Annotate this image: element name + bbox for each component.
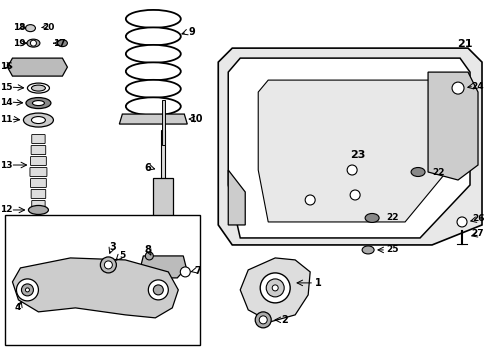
Circle shape	[104, 261, 112, 269]
Circle shape	[153, 285, 163, 295]
Polygon shape	[7, 58, 67, 76]
Circle shape	[265, 279, 284, 297]
Circle shape	[451, 82, 463, 94]
Ellipse shape	[410, 167, 424, 176]
Text: 21: 21	[456, 39, 472, 49]
Ellipse shape	[27, 83, 49, 93]
FancyBboxPatch shape	[30, 157, 46, 166]
Ellipse shape	[27, 39, 40, 47]
Text: 15: 15	[0, 82, 13, 91]
Ellipse shape	[125, 97, 181, 115]
Circle shape	[456, 217, 466, 227]
Circle shape	[259, 316, 266, 324]
Circle shape	[30, 40, 37, 46]
FancyBboxPatch shape	[32, 201, 45, 210]
Bar	[5, 215, 200, 345]
FancyBboxPatch shape	[32, 135, 45, 144]
Polygon shape	[228, 170, 245, 225]
Circle shape	[180, 267, 190, 277]
Circle shape	[349, 190, 359, 200]
Polygon shape	[12, 258, 178, 318]
Ellipse shape	[28, 206, 48, 215]
Text: 12: 12	[0, 206, 13, 215]
Ellipse shape	[26, 98, 51, 109]
Polygon shape	[119, 114, 187, 124]
Circle shape	[145, 252, 153, 260]
Circle shape	[17, 279, 39, 301]
Circle shape	[255, 312, 271, 328]
Polygon shape	[240, 258, 309, 322]
Text: 1: 1	[314, 278, 321, 288]
Ellipse shape	[125, 45, 181, 63]
Ellipse shape	[23, 113, 53, 127]
Circle shape	[346, 165, 356, 175]
Polygon shape	[258, 80, 447, 222]
Text: 3: 3	[109, 242, 116, 252]
Ellipse shape	[25, 24, 35, 32]
Text: 25: 25	[385, 246, 398, 255]
Text: 26: 26	[471, 215, 483, 224]
Text: 4: 4	[14, 303, 20, 312]
Text: 8: 8	[143, 245, 150, 255]
Text: 20: 20	[42, 23, 55, 32]
Circle shape	[100, 257, 116, 273]
Text: 9: 9	[188, 27, 195, 37]
Ellipse shape	[57, 40, 67, 47]
Polygon shape	[427, 72, 477, 180]
Bar	[161, 130, 165, 200]
Text: 10: 10	[189, 114, 203, 124]
Ellipse shape	[125, 80, 181, 98]
Text: 23: 23	[350, 150, 365, 160]
Text: 24: 24	[471, 82, 483, 91]
Text: 22: 22	[385, 213, 398, 222]
Text: 19: 19	[13, 39, 26, 48]
Text: 17: 17	[53, 39, 65, 48]
Text: 22: 22	[431, 167, 444, 176]
Text: 6: 6	[143, 163, 150, 173]
Text: 18: 18	[13, 23, 26, 32]
FancyBboxPatch shape	[31, 189, 46, 198]
Text: 16: 16	[0, 62, 13, 71]
FancyBboxPatch shape	[30, 167, 47, 176]
Ellipse shape	[31, 85, 45, 91]
Polygon shape	[218, 48, 481, 245]
Text: 5: 5	[119, 251, 125, 260]
Ellipse shape	[125, 10, 181, 28]
Ellipse shape	[125, 27, 181, 45]
Text: 2: 2	[280, 315, 287, 325]
Circle shape	[272, 285, 278, 291]
Circle shape	[25, 288, 29, 292]
Text: 11: 11	[0, 114, 13, 123]
Polygon shape	[228, 58, 469, 238]
Ellipse shape	[365, 213, 378, 222]
Circle shape	[21, 284, 33, 296]
Bar	[153, 178, 173, 258]
Circle shape	[148, 280, 168, 300]
Bar	[162, 100, 164, 145]
Polygon shape	[140, 256, 186, 278]
Circle shape	[260, 273, 289, 303]
FancyBboxPatch shape	[31, 145, 46, 154]
Text: 13: 13	[0, 161, 13, 170]
Circle shape	[305, 195, 315, 205]
Ellipse shape	[125, 62, 181, 80]
Ellipse shape	[31, 117, 45, 123]
FancyBboxPatch shape	[30, 179, 46, 188]
Text: 14: 14	[0, 98, 13, 107]
Text: 27: 27	[471, 229, 483, 238]
Text: 7: 7	[194, 266, 200, 276]
Ellipse shape	[32, 100, 44, 105]
Ellipse shape	[362, 246, 373, 254]
